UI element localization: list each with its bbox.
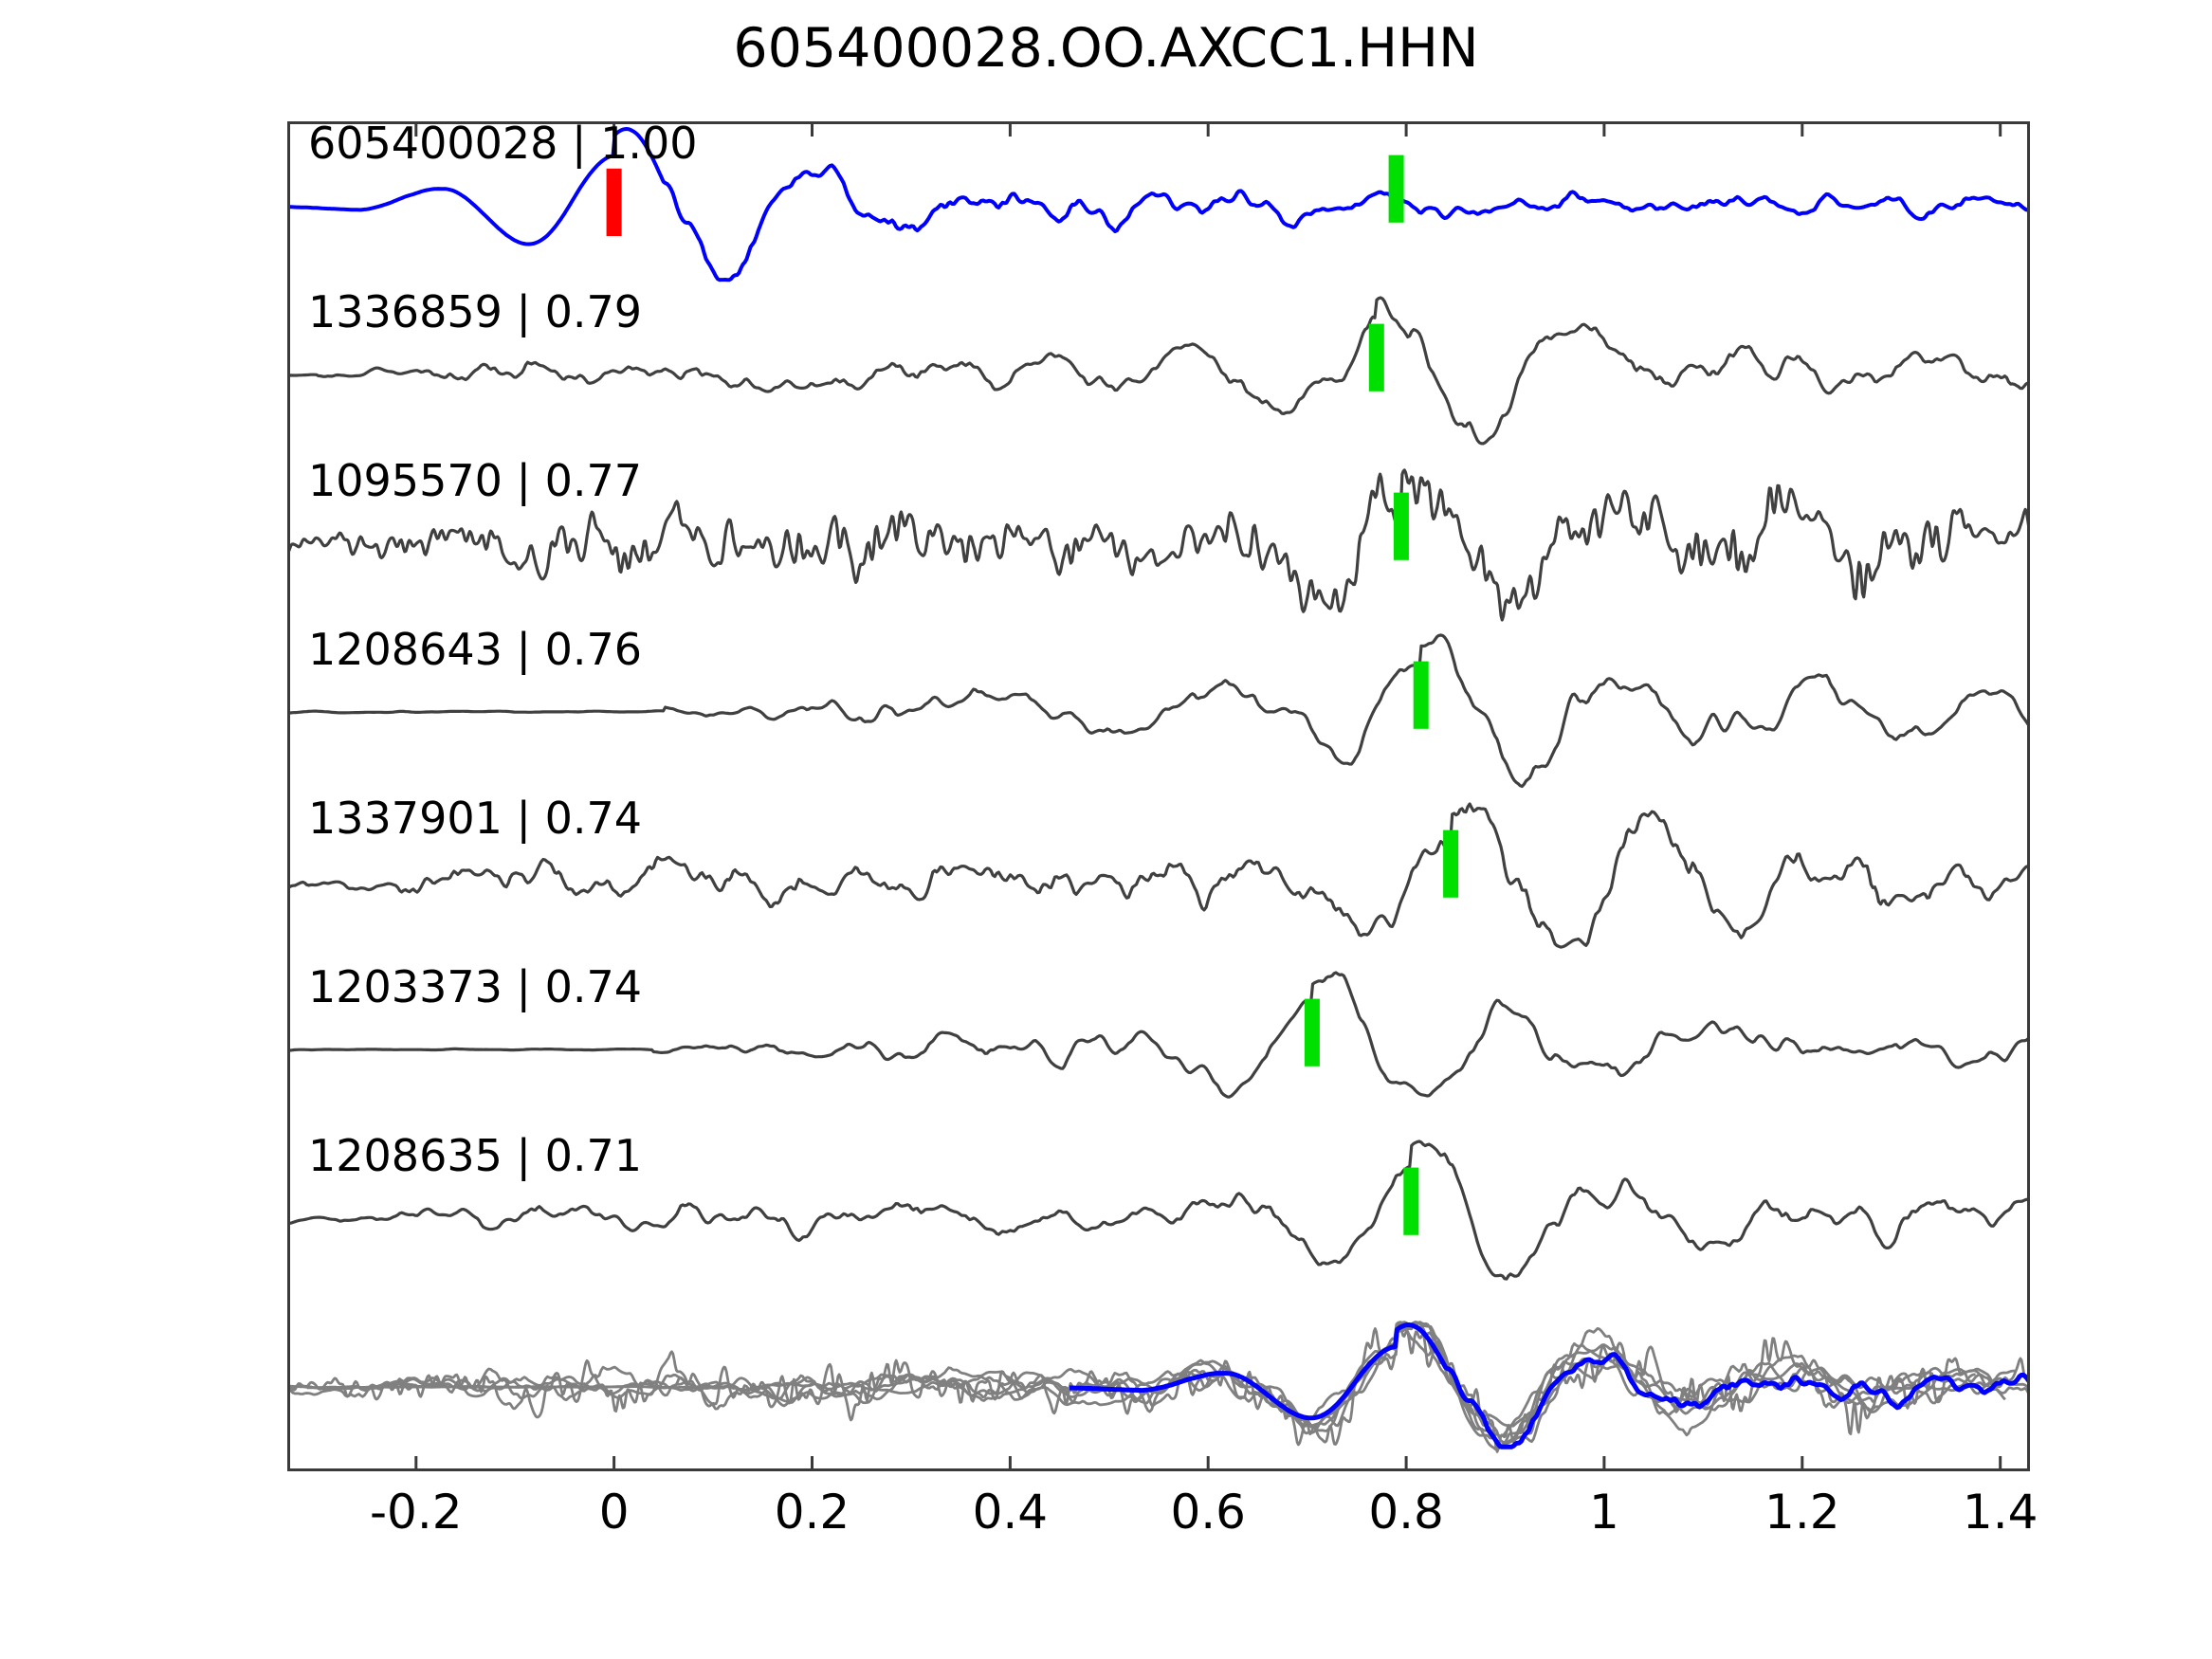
- stack-overlay-trace: [371, 1321, 2030, 1429]
- detection-pick-marker: [1443, 830, 1459, 898]
- trace-label: 1336859 | 0.79: [308, 286, 643, 337]
- detection-pick-marker: [1388, 155, 1404, 223]
- detection-pick-marker: [1403, 1167, 1419, 1235]
- x-tick-label: 1: [1589, 1485, 1619, 1540]
- x-tick-label: 0: [598, 1485, 630, 1540]
- x-tick-label: 0.4: [972, 1485, 1049, 1540]
- x-tick-label: -0.2: [369, 1485, 463, 1540]
- detection-pick-marker: [1304, 998, 1320, 1066]
- trace-label: 1208635 | 0.71: [308, 1130, 643, 1181]
- x-tick-label: 0.8: [1368, 1485, 1444, 1540]
- detection-pick-marker: [1368, 323, 1384, 392]
- waveform-trace: [287, 468, 2030, 622]
- waveform-trace: [287, 802, 2030, 949]
- waveform-trace: [287, 1139, 2030, 1281]
- detection-pick-marker: [1413, 661, 1429, 729]
- template-pick-marker: [606, 168, 622, 236]
- waveform-trace: [287, 633, 2030, 789]
- x-tick-label: 1.2: [1764, 1485, 1840, 1540]
- stack-overlay-trace: [287, 1321, 1976, 1445]
- trace-label: 1208643 | 0.76: [308, 624, 643, 675]
- x-axis-tick-labels: -0.2 0 0.2 0.4 0.6 0.8 1 1.2 1.4: [287, 1485, 2038, 1551]
- waveform-traces: [287, 121, 2030, 1471]
- waveform-trace: [287, 127, 2030, 283]
- waveform-trace: [287, 971, 2030, 1099]
- trace-label: 1203373 | 0.74: [308, 961, 643, 1012]
- stack-template-trace: [1069, 1322, 2030, 1449]
- x-tick-label: 1.4: [1962, 1485, 2038, 1540]
- trace-label: 1095570 | 0.77: [308, 455, 643, 506]
- page-title: 605400028.OO.AXCC1.HHN: [733, 17, 1479, 80]
- plot-axes: 605400028 | 1.00 1336859 | 0.79 1095570 | …: [287, 121, 2030, 1471]
- waveform-trace: [287, 296, 2030, 446]
- trace-label: 1337901 | 0.74: [308, 793, 643, 844]
- x-tick-label: 0.2: [774, 1485, 850, 1540]
- x-tick-label: 0.6: [1170, 1485, 1246, 1540]
- detection-pick-marker: [1393, 492, 1409, 560]
- trace-label: 605400028 | 1.00: [308, 118, 698, 169]
- stack-overlay-trace: [287, 1321, 2016, 1440]
